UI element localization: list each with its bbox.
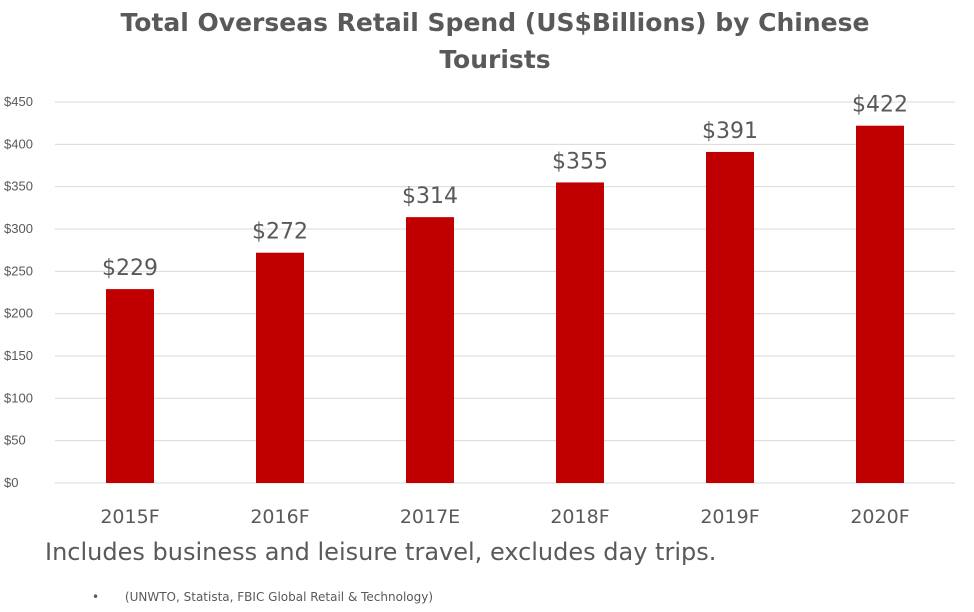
x-category-label: 2016F (250, 506, 309, 528)
y-tick-label: $350 (4, 179, 33, 194)
bar-2020F (856, 125, 904, 483)
data-label: $422 (852, 93, 908, 118)
y-tick-label: $150 (4, 348, 33, 363)
bar-2017E (406, 217, 454, 483)
source-line: • (UNWTO, Statista, FBIC Global Retail &… (92, 590, 433, 604)
y-tick-label: $100 (4, 390, 33, 405)
x-category-label: 2018F (550, 506, 609, 528)
y-tick-label: $250 (4, 263, 33, 278)
x-category-label: 2015F (100, 506, 159, 528)
bullet-icon: • (92, 590, 100, 604)
chart-title: Total Overseas Retail Spend (US$Billions… (120, 8, 870, 74)
y-axis-tick-labels: $0 $50 $100 $150 $200 $250 $300 $350 $400 $450 (4, 94, 33, 490)
bar-chart: $0 $50 $100 $150 $200 $250 $300 $350 $400 $450 $2… (4, 93, 955, 528)
y-tick-label: $50 (4, 433, 26, 448)
y-tick-label: $0 (4, 475, 18, 490)
x-category-label: 2019F (700, 506, 759, 528)
bar-2019F (706, 151, 754, 483)
y-tick-label: $400 (4, 136, 33, 151)
data-label: $355 (552, 149, 608, 174)
x-category-label: 2020F (850, 506, 909, 528)
bar-2018F (556, 182, 604, 483)
bar-2015F (106, 289, 154, 483)
y-tick-label: $200 (4, 306, 33, 321)
y-tick-label: $450 (4, 94, 33, 109)
x-category-label: 2017E (400, 506, 460, 528)
data-label: $272 (252, 220, 308, 245)
data-label: $391 (702, 119, 758, 144)
data-labels: $229 $272 $314 $355 $391 $422 (102, 93, 908, 281)
data-label: $314 (402, 184, 458, 209)
chart-note: Includes business and leisure travel, ex… (45, 538, 717, 566)
bar-2016F (256, 252, 304, 483)
y-tick-label: $300 (4, 221, 33, 236)
x-axis-category-labels: 2015F 2016F 2017E 2018F 2019F 2020F (100, 506, 909, 528)
data-label: $229 (102, 256, 158, 281)
gridlines (55, 101, 955, 484)
source-text: (UNWTO, Statista, FBIC Global Retail & T… (124, 590, 434, 604)
bars (106, 125, 904, 483)
